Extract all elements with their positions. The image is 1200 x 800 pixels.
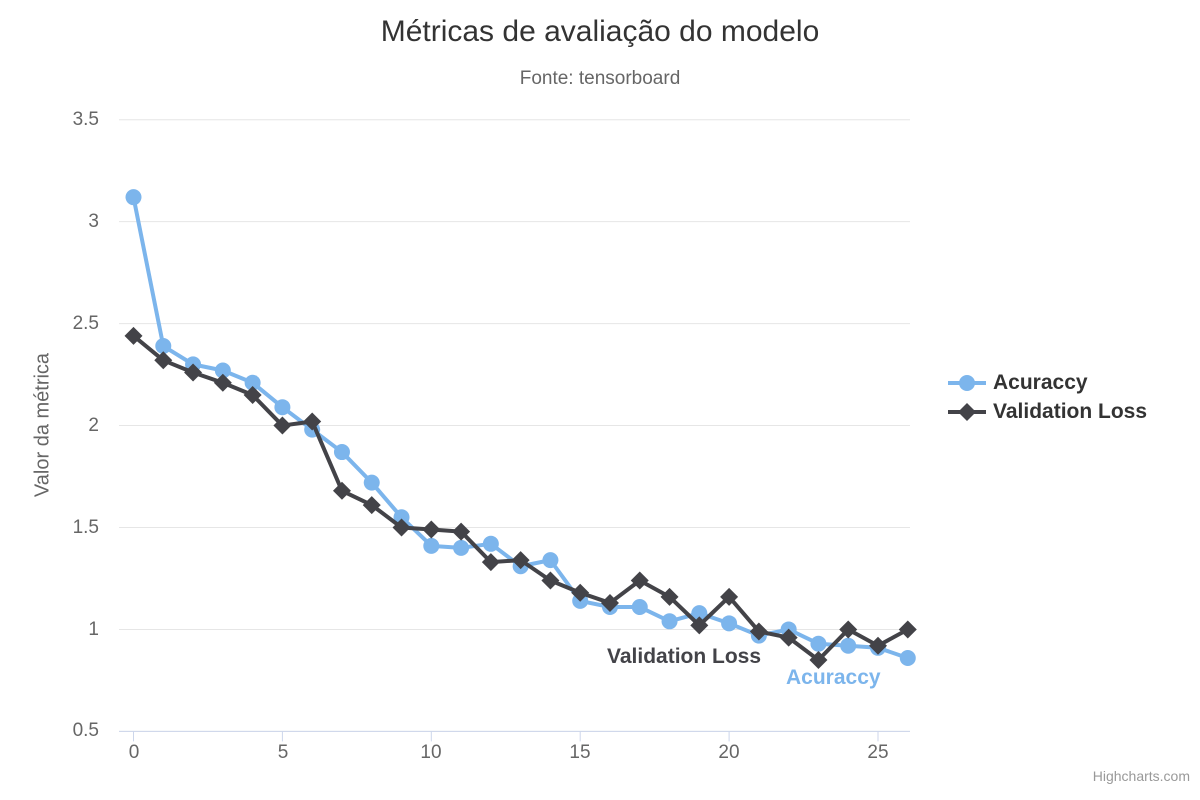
data-point-validation-loss[interactable] bbox=[481, 553, 500, 572]
circle-marker-icon bbox=[948, 374, 986, 391]
data-point-validation-loss[interactable] bbox=[303, 412, 322, 431]
legend: Acuraccy Validation Loss bbox=[948, 369, 1147, 425]
data-point-acuraccy[interactable] bbox=[333, 444, 350, 461]
y-tick-label: 0.5 bbox=[72, 720, 99, 741]
data-point-validation-loss[interactable] bbox=[869, 636, 887, 655]
credits-link[interactable]: Highcharts.com bbox=[1092, 768, 1190, 784]
data-point-acuraccy[interactable] bbox=[542, 552, 559, 569]
data-point-acuraccy[interactable] bbox=[482, 535, 499, 552]
data-point-validation-loss[interactable] bbox=[571, 583, 590, 602]
data-point-validation-loss[interactable] bbox=[600, 593, 619, 612]
data-point-validation-loss[interactable] bbox=[511, 551, 530, 570]
data-point-acuraccy[interactable] bbox=[423, 537, 440, 554]
data-point-validation-loss[interactable] bbox=[630, 571, 649, 590]
data-point-validation-loss[interactable] bbox=[749, 622, 768, 641]
x-tick-label: 25 bbox=[867, 742, 889, 763]
x-tick-label: 5 bbox=[277, 742, 289, 763]
data-point-validation-loss[interactable] bbox=[809, 651, 828, 670]
legend-item-validation-loss[interactable]: Validation Loss bbox=[948, 398, 1147, 425]
data-point-acuraccy[interactable] bbox=[244, 374, 261, 391]
legend-item-acuraccy[interactable]: Acuraccy bbox=[948, 369, 1147, 396]
data-point-validation-loss[interactable] bbox=[332, 481, 351, 500]
data-point-validation-loss[interactable] bbox=[541, 571, 560, 590]
diamond-marker-icon bbox=[948, 402, 986, 421]
data-point-validation-loss[interactable] bbox=[213, 373, 232, 392]
data-point-validation-loss[interactable] bbox=[452, 522, 471, 541]
data-point-validation-loss[interactable] bbox=[839, 620, 858, 639]
data-point-validation-loss[interactable] bbox=[422, 520, 441, 539]
y-tick-label: 3 bbox=[88, 211, 99, 232]
y-tick-label: 1.5 bbox=[72, 517, 99, 538]
x-tick-label: 0 bbox=[128, 742, 140, 763]
chart-title: Métricas de avaliação do modelo bbox=[380, 15, 820, 48]
y-tick-label: 3.5 bbox=[72, 109, 99, 130]
data-point-validation-loss[interactable] bbox=[184, 363, 203, 382]
data-point-acuraccy[interactable] bbox=[810, 635, 827, 652]
x-tick-label: 20 bbox=[718, 742, 740, 763]
x-tick-label: 10 bbox=[420, 742, 442, 763]
legend-label: Acuraccy bbox=[993, 370, 1088, 394]
data-point-validation-loss[interactable] bbox=[362, 496, 381, 515]
data-point-acuraccy[interactable] bbox=[155, 338, 172, 355]
series-label-validation-loss: Validation Loss bbox=[607, 645, 762, 668]
data-point-validation-loss[interactable] bbox=[660, 587, 679, 606]
data-point-acuraccy[interactable] bbox=[363, 474, 380, 491]
data-point-acuraccy[interactable] bbox=[661, 613, 678, 630]
data-point-validation-loss[interactable] bbox=[392, 518, 411, 537]
data-point-validation-loss[interactable] bbox=[898, 620, 917, 639]
legend-label: Validation Loss bbox=[993, 399, 1148, 423]
y-tick-label: 1 bbox=[88, 619, 99, 640]
data-point-validation-loss[interactable] bbox=[273, 416, 292, 435]
y-tick-label: 2 bbox=[88, 415, 99, 436]
data-point-validation-loss[interactable] bbox=[243, 385, 262, 404]
data-point-acuraccy[interactable] bbox=[453, 539, 470, 556]
data-point-validation-loss[interactable] bbox=[690, 616, 709, 635]
data-point-acuraccy[interactable] bbox=[691, 605, 708, 622]
chart-subtitle: Fonte: tensorboard bbox=[519, 68, 681, 89]
series-label-acuraccy: Acuraccy bbox=[786, 666, 881, 689]
data-point-acuraccy[interactable] bbox=[214, 362, 231, 379]
data-point-validation-loss[interactable] bbox=[720, 587, 739, 606]
data-point-acuraccy[interactable] bbox=[125, 189, 142, 206]
y-tick-label: 2.5 bbox=[72, 313, 99, 334]
data-point-acuraccy[interactable] bbox=[274, 399, 291, 416]
series-line-acuraccy[interactable] bbox=[131, 195, 910, 660]
data-point-acuraccy[interactable] bbox=[631, 599, 648, 616]
x-tick-label: 15 bbox=[569, 742, 591, 763]
data-point-acuraccy[interactable] bbox=[393, 509, 410, 526]
data-point-validation-loss[interactable] bbox=[124, 326, 143, 345]
data-point-acuraccy[interactable] bbox=[840, 637, 857, 654]
data-point-acuraccy[interactable] bbox=[721, 615, 738, 632]
data-point-validation-loss[interactable] bbox=[779, 628, 798, 647]
data-point-validation-loss[interactable] bbox=[154, 351, 173, 370]
data-point-acuraccy[interactable] bbox=[899, 649, 916, 666]
